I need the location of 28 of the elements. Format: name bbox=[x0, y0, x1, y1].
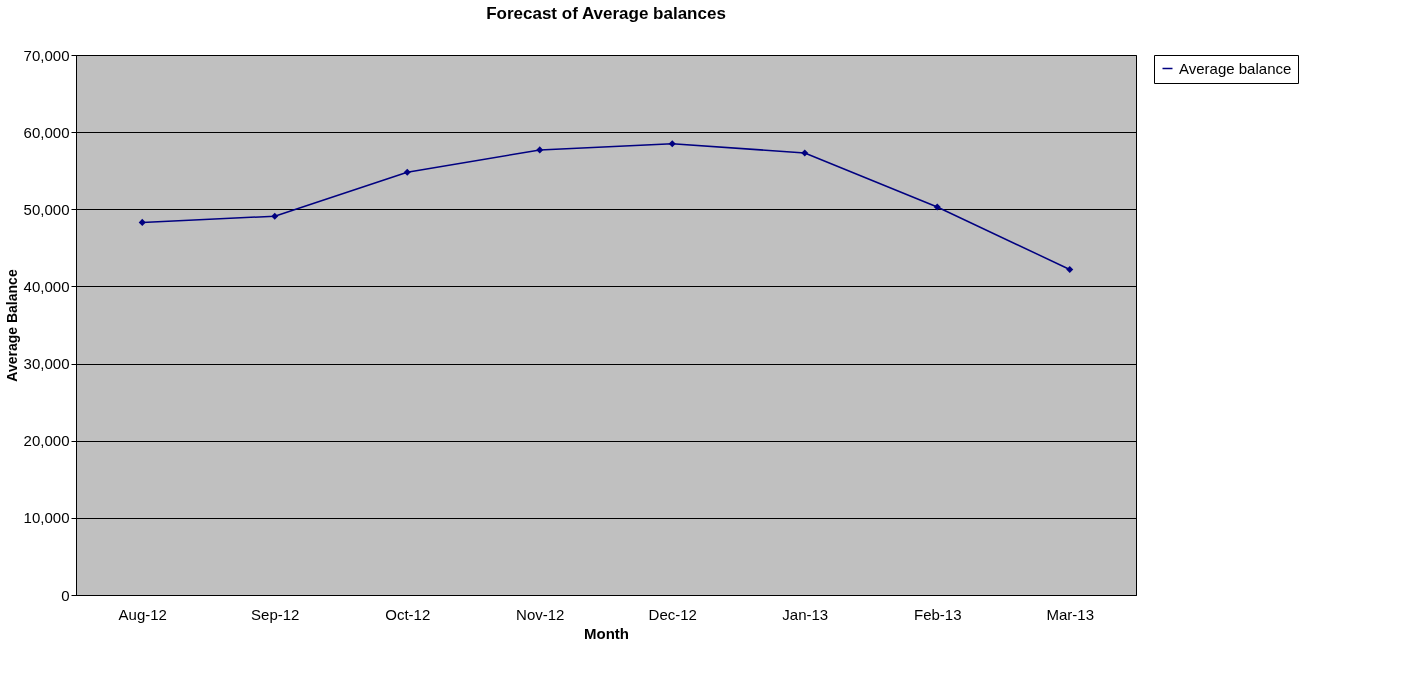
y-tick-label: 70,000 bbox=[23, 46, 70, 64]
y-tick-label: 30,000 bbox=[23, 355, 70, 373]
y-axis-title: Average Balance bbox=[3, 269, 20, 382]
point bbox=[271, 212, 279, 220]
legend-label: Average balance bbox=[1179, 59, 1292, 77]
y-tick-label: 50,000 bbox=[23, 200, 70, 218]
x-tick-label: Oct-12 bbox=[385, 605, 431, 623]
y-tick-label: 0 bbox=[61, 586, 70, 604]
point bbox=[801, 149, 809, 157]
x-tick-label: Feb-13 bbox=[913, 605, 962, 623]
y-tick-label: 60,000 bbox=[23, 123, 70, 141]
y-tick-label: 10,000 bbox=[23, 509, 70, 527]
point bbox=[536, 146, 544, 154]
y-tick-label: 40,000 bbox=[23, 277, 70, 295]
x-tick-label: Nov-12 bbox=[516, 605, 565, 623]
point bbox=[1066, 265, 1074, 273]
chart-title: Forecast of Average balances bbox=[486, 4, 726, 23]
x-tick-label: Sep-12 bbox=[251, 605, 300, 623]
y-tick-label: 20,000 bbox=[23, 432, 70, 450]
x-axis-title: Month bbox=[584, 624, 629, 642]
x-tick-label: Jan-13 bbox=[782, 605, 829, 623]
point bbox=[403, 168, 411, 176]
point bbox=[668, 140, 676, 148]
point bbox=[138, 218, 146, 226]
point bbox=[933, 203, 941, 211]
x-tick-label: Mar-13 bbox=[1046, 605, 1095, 623]
x-tick-label: Aug-12 bbox=[118, 605, 167, 623]
x-tick-label: Dec-12 bbox=[648, 605, 697, 623]
